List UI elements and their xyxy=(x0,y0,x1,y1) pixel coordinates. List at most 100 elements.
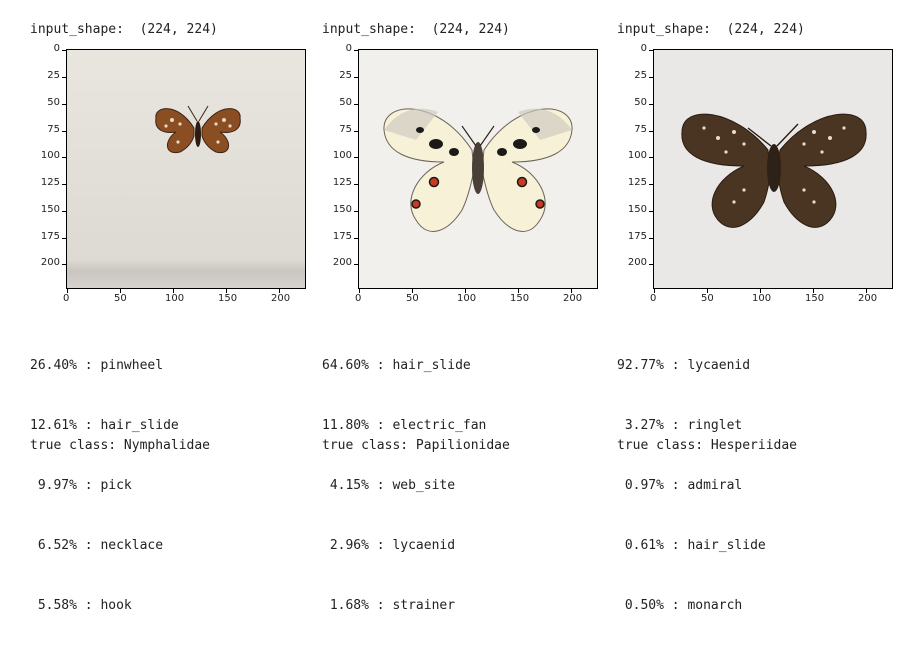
y-tick-mark xyxy=(354,184,358,185)
y-tick-label: 50 xyxy=(339,97,352,108)
y-tick-label: 175 xyxy=(332,231,352,242)
y-tick-label: 125 xyxy=(40,177,60,188)
x-tick-mark xyxy=(518,289,519,293)
prediction-row: 26.40% : pinwheel xyxy=(30,358,164,373)
y-tick-label: 25 xyxy=(634,70,647,81)
y-tick-mark xyxy=(649,104,653,105)
image-frame xyxy=(66,49,306,289)
prediction-row: 0.50% : monarch xyxy=(617,598,743,613)
x-tick-mark xyxy=(120,289,121,293)
x-tick-label: 0 xyxy=(650,293,657,304)
prediction-row: 5.58% : hook xyxy=(30,598,132,613)
y-tick-label: 100 xyxy=(40,150,60,161)
y-tick-label: 25 xyxy=(339,70,352,81)
input-shape-text: input_shape: (224, 224) xyxy=(30,22,218,37)
y-tick-mark xyxy=(649,131,653,132)
y-tick-label: 0 xyxy=(345,43,352,54)
y-tick-label: 125 xyxy=(332,177,352,188)
prediction-row: 3.27% : ringlet xyxy=(617,418,743,433)
x-tick-label: 150 xyxy=(218,293,238,304)
result-panel-2: input_shape: (224, 224) xyxy=(292,0,598,613)
x-tick-label: 100 xyxy=(457,293,477,304)
x-tick-mark xyxy=(707,289,708,293)
y-tick-mark xyxy=(354,131,358,132)
x-tick-mark xyxy=(760,289,761,293)
y-tick-label: 200 xyxy=(627,257,647,268)
y-tick-mark xyxy=(62,131,66,132)
prediction-row: 1.68% : strainer xyxy=(322,598,456,613)
y-tick-mark xyxy=(649,157,653,158)
prediction-row: 64.60% : hair_slide xyxy=(322,358,471,373)
y-tick-label: 100 xyxy=(627,150,647,161)
y-tick-mark xyxy=(62,50,66,51)
x-tick-mark xyxy=(654,289,655,293)
x-tick-label: 200 xyxy=(271,293,291,304)
y-tick-label: 50 xyxy=(47,97,60,108)
y-tick-mark xyxy=(354,50,358,51)
prediction-row: 9.97% : pick xyxy=(30,478,132,493)
x-tick-label: 0 xyxy=(63,293,70,304)
x-tick-label: 50 xyxy=(406,293,419,304)
y-tick-mark xyxy=(62,184,66,185)
x-tick-label: 50 xyxy=(114,293,127,304)
x-tick-mark xyxy=(226,289,227,293)
y-tick-label: 150 xyxy=(627,204,647,215)
y-tick-mark xyxy=(649,50,653,51)
y-tick-mark xyxy=(649,77,653,78)
y-tick-mark xyxy=(62,157,66,158)
y-tick-mark xyxy=(649,264,653,265)
true-class-text: true class: Nymphalidae xyxy=(30,438,211,453)
x-tick-mark xyxy=(359,289,360,293)
x-tick-label: 50 xyxy=(701,293,714,304)
y-tick-label: 75 xyxy=(339,124,352,135)
prediction-row: 0.97% : admiral xyxy=(617,478,743,493)
prediction-row: 4.15% : web_site xyxy=(322,478,456,493)
y-tick-mark xyxy=(62,238,66,239)
y-tick-mark xyxy=(649,238,653,239)
x-tick-label: 150 xyxy=(510,293,530,304)
x-tick-mark xyxy=(412,289,413,293)
result-panel-1: input_shape: (224, 224) xyxy=(0,0,306,613)
y-tick-mark xyxy=(62,211,66,212)
y-tick-mark xyxy=(354,264,358,265)
y-tick-mark xyxy=(649,184,653,185)
y-tick-mark xyxy=(62,104,66,105)
result-panel-3: input_shape: (224, 224) xyxy=(587,0,893,613)
x-tick-label: 0 xyxy=(355,293,362,304)
y-tick-label: 25 xyxy=(47,70,60,81)
y-tick-mark xyxy=(649,211,653,212)
x-tick-mark xyxy=(813,289,814,293)
y-tick-mark xyxy=(354,104,358,105)
x-tick-label: 200 xyxy=(858,293,878,304)
y-tick-label: 200 xyxy=(40,257,60,268)
x-tick-label: 100 xyxy=(752,293,772,304)
predictions-list: 26.40% : pinwheel 12.61% : hair_slide 9.… xyxy=(30,316,179,656)
prediction-row: 6.52% : necklace xyxy=(30,538,164,553)
prediction-row: 92.77% : lycaenid xyxy=(617,358,751,373)
butterfly-image xyxy=(67,50,305,288)
x-tick-mark xyxy=(67,289,68,293)
y-tick-mark xyxy=(354,211,358,212)
x-tick-mark xyxy=(465,289,466,293)
true-class-text: true class: Papilionidae xyxy=(322,438,510,453)
image-plot: 0 25 50 75 100 125 150 175 200 0 50 100 … xyxy=(292,42,612,310)
y-tick-mark xyxy=(354,77,358,78)
y-tick-label: 175 xyxy=(40,231,60,242)
x-tick-label: 200 xyxy=(563,293,583,304)
x-tick-label: 150 xyxy=(805,293,825,304)
prediction-row: 0.61% : hair_slide xyxy=(617,538,766,553)
y-tick-mark xyxy=(354,238,358,239)
x-tick-mark xyxy=(866,289,867,293)
input-shape-text: input_shape: (224, 224) xyxy=(322,22,510,37)
prediction-row: 12.61% : hair_slide xyxy=(30,418,179,433)
predictions-list: 64.60% : hair_slide 11.80% : electric_fa… xyxy=(322,316,486,656)
true-class-text: true class: Hesperiidae xyxy=(617,438,798,453)
prediction-row: 2.96% : lycaenid xyxy=(322,538,456,553)
y-tick-label: 50 xyxy=(634,97,647,108)
image-frame xyxy=(358,49,598,289)
butterfly-image xyxy=(654,50,892,288)
image-frame xyxy=(653,49,893,289)
x-tick-label: 100 xyxy=(165,293,185,304)
y-tick-label: 125 xyxy=(627,177,647,188)
input-shape-text: input_shape: (224, 224) xyxy=(617,22,805,37)
